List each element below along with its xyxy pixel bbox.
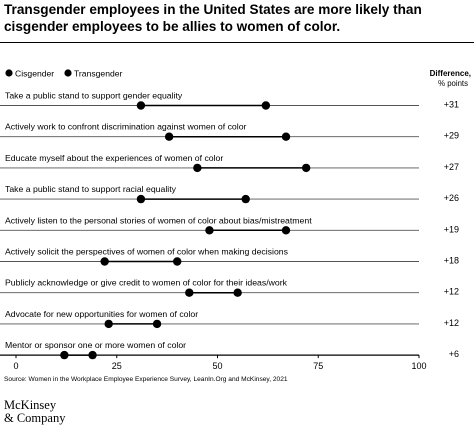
- title-rule: [0, 42, 474, 43]
- x-tick-label: 75: [313, 361, 323, 371]
- legend-marker-transgender: [64, 69, 72, 77]
- row-label: Actively work to confront discrimination…: [5, 122, 247, 132]
- point-transgender: [261, 101, 271, 110]
- x-tick-label: 25: [112, 361, 122, 371]
- legend-marker-cisgender: [5, 69, 13, 77]
- difference-value: +19: [444, 224, 459, 234]
- difference-value: +29: [444, 131, 459, 141]
- point-cisgender: [136, 194, 146, 204]
- row-label: Advocate for new opportunities for women…: [5, 309, 198, 319]
- row-label: Educate myself about the experiences of …: [5, 153, 223, 163]
- chart-title: Transgender employees in the United Stat…: [4, 2, 422, 34]
- logo-line-1: McKinsey: [4, 398, 57, 412]
- logo-line-2: & Company: [4, 411, 66, 425]
- point-transgender: [281, 132, 291, 141]
- row-label: Take a public stand to support racial eq…: [5, 184, 177, 194]
- point-transgender: [233, 288, 242, 297]
- point-cisgender: [193, 163, 202, 173]
- point-transgender: [173, 257, 182, 266]
- point-cisgender: [164, 132, 174, 141]
- point-transgender: [281, 226, 291, 235]
- difference-header-unit: % points: [438, 79, 468, 88]
- row-label: Mentor or sponsor one or more women of c…: [5, 340, 186, 350]
- company-logo: McKinsey & Company: [4, 399, 65, 425]
- difference-value: +12: [444, 287, 459, 297]
- point-cisgender: [185, 288, 194, 297]
- row-label: Take a public stand to support gender eq…: [5, 91, 183, 101]
- point-cisgender: [136, 101, 146, 110]
- row-label: Actively listen to the personal stories …: [5, 215, 312, 225]
- source-note: Source: Women in the Workplace Employee …: [4, 376, 288, 383]
- difference-value: +6: [449, 349, 459, 359]
- difference-value: +26: [444, 193, 459, 203]
- legend-label-cisgender: Cisgender: [15, 69, 54, 79]
- legend-label-transgender: Transgender: [74, 69, 123, 79]
- difference-value: +27: [444, 162, 459, 172]
- point-transgender: [241, 194, 250, 204]
- x-tick-label: 50: [212, 361, 222, 371]
- row-label: Publicly acknowledge or give credit to w…: [5, 278, 288, 288]
- point-transgender: [152, 319, 162, 329]
- difference-value: +18: [444, 256, 459, 266]
- x-tick-label: 100: [411, 361, 426, 371]
- point-cisgender: [205, 226, 214, 235]
- difference-value: +12: [444, 318, 459, 328]
- difference-value: +31: [444, 100, 459, 110]
- point-transgender: [301, 163, 311, 173]
- row-label: Actively solicit the perspectives of wom…: [5, 247, 289, 257]
- point-cisgender: [104, 319, 113, 329]
- difference-header: Difference,: [430, 69, 471, 78]
- x-tick-label: 0: [13, 361, 18, 371]
- point-cisgender: [100, 257, 109, 266]
